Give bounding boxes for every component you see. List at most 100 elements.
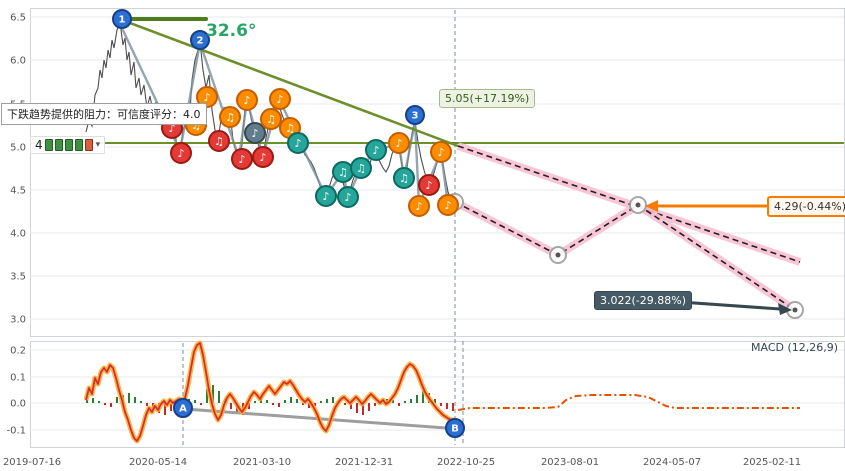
macd-hist-bar <box>128 393 130 403</box>
music-note-icon: ♪ <box>344 191 351 204</box>
music-note-icon: ♪ <box>395 137 402 150</box>
music-note-icon: ♪ <box>425 179 432 192</box>
x-axis-tick: 2024-05-07 <box>643 457 701 468</box>
macd-hist-bar <box>362 403 364 415</box>
x-axis-tick: 2022-10-25 <box>437 457 495 468</box>
music-note-marker[interactable] <box>315 185 337 207</box>
macd-hist-bar <box>368 403 370 411</box>
music-note-marker[interactable] <box>437 194 459 216</box>
target-arrow <box>678 300 782 311</box>
macd-hist-bar <box>404 401 406 403</box>
macd-hist-bar <box>350 403 352 409</box>
music-note-icon: ♪ <box>294 137 301 150</box>
pivot-badge-3[interactable] <box>405 105 425 125</box>
macd-hist-bar <box>230 403 232 409</box>
pivot-badge-B[interactable] <box>445 418 465 438</box>
downtrend-line[interactable] <box>121 18 459 148</box>
macd-hist-bar <box>248 403 250 409</box>
music-note-icon: ♪ <box>259 151 266 164</box>
pivot-badge-label: 3 <box>412 111 419 122</box>
projection-line <box>454 201 796 311</box>
macd-hist-bar <box>374 403 376 406</box>
music-note-icon: ♪ <box>243 94 250 107</box>
pivot-badge-label: 2 <box>197 36 204 47</box>
music-note-marker[interactable] <box>365 139 387 161</box>
price-panel <box>30 8 845 337</box>
macd-hist-bar <box>296 399 298 403</box>
macd-hist-bar <box>200 403 202 405</box>
y-axis-tick: 3.0 <box>10 315 26 326</box>
music-note-marker[interactable] <box>287 132 309 154</box>
candle-icon <box>64 139 73 151</box>
macd-hist-bar <box>290 397 292 403</box>
music-note-icon: ♪ <box>168 122 175 135</box>
macd-hist-bar <box>344 403 346 405</box>
music-note-marker[interactable] <box>244 122 266 144</box>
score-value: 4 <box>35 138 43 152</box>
music-note-icon: ♫ <box>338 166 348 179</box>
macd-hist-bar <box>284 400 286 403</box>
macd-hist-bar <box>356 403 358 413</box>
music-note-marker[interactable] <box>170 142 192 164</box>
x-axis-tick: 2021-03-10 <box>233 457 291 468</box>
y-axis-tick: 0.2 <box>10 346 26 357</box>
macd-hist-bar <box>170 403 172 411</box>
y-axis-tick: 4.5 <box>10 186 26 197</box>
x-axis-tick: 2019-07-16 <box>3 457 61 468</box>
macd-hist-bar <box>116 397 118 403</box>
pivot-badge-label: A <box>179 404 187 415</box>
pivot-badge-A[interactable] <box>173 398 193 418</box>
macd-hist-bar <box>434 399 436 403</box>
music-note-marker[interactable] <box>393 167 415 189</box>
music-note-marker[interactable] <box>269 88 291 110</box>
x-axis-tick: 2020-05-14 <box>129 457 187 468</box>
pivot-badge-label: B <box>451 424 459 435</box>
music-note-marker[interactable] <box>418 174 440 196</box>
x-axis-tick: 2025-02-11 <box>743 457 801 468</box>
music-note-marker[interactable] <box>350 157 372 179</box>
candle-icon <box>74 139 83 151</box>
music-note-marker[interactable] <box>430 141 452 163</box>
arrowhead-icon <box>645 200 658 212</box>
music-note-marker[interactable] <box>337 186 359 208</box>
candle-icon <box>84 139 93 151</box>
pivot-badge-1[interactable] <box>112 9 132 29</box>
macd-hist-bar <box>266 400 268 403</box>
music-note-icon: ♫ <box>266 113 276 126</box>
macd-hist-bar <box>314 403 316 406</box>
music-note-icon: ♪ <box>437 146 444 159</box>
music-note-icon: ♪ <box>415 200 422 213</box>
macd-panel <box>30 341 845 448</box>
macd-hist-bar <box>194 400 196 403</box>
macd-hist-bar <box>110 403 112 407</box>
music-note-icon: ♫ <box>399 172 409 185</box>
target-label-down[interactable]: 3.022(-29.88%) <box>594 291 692 310</box>
macd-hist-bar <box>212 385 214 403</box>
resistance-tooltip: 下跌趋势提供的阻力：可信度评分：4.0 <box>1 103 207 125</box>
music-note-marker[interactable] <box>236 89 258 111</box>
y-axis-tick: 6.0 <box>10 56 26 67</box>
music-note-marker[interactable] <box>219 106 241 128</box>
music-note-marker[interactable] <box>208 130 230 152</box>
macd-hist-bar <box>254 401 256 403</box>
macd-hist-bar <box>392 400 394 403</box>
music-note-marker[interactable] <box>231 148 253 170</box>
music-note-marker[interactable] <box>260 108 282 130</box>
macd-trendline[interactable] <box>183 407 462 431</box>
pivot-dot <box>792 307 798 313</box>
macd-hist-bar <box>206 389 208 403</box>
music-note-icon: ♪ <box>322 190 329 203</box>
y-axis-tick: 3.5 <box>10 272 26 283</box>
music-note-marker[interactable] <box>252 146 274 168</box>
target-label-up[interactable]: 5.05(+17.19%) <box>439 89 536 108</box>
music-note-marker[interactable] <box>196 86 218 108</box>
macd-hist-bar <box>104 403 106 405</box>
pivot-badge-2[interactable] <box>190 30 210 50</box>
confidence-score-widget[interactable]: 4 ▾ <box>30 136 106 154</box>
music-note-marker[interactable] <box>388 132 410 154</box>
projection-line <box>457 145 801 263</box>
macd-forecast-line <box>457 394 800 411</box>
music-note-marker[interactable] <box>408 195 430 217</box>
y-axis-tick: 0.1 <box>10 373 26 384</box>
target-label-mid[interactable]: 4.29(-0.44%) <box>767 196 845 217</box>
